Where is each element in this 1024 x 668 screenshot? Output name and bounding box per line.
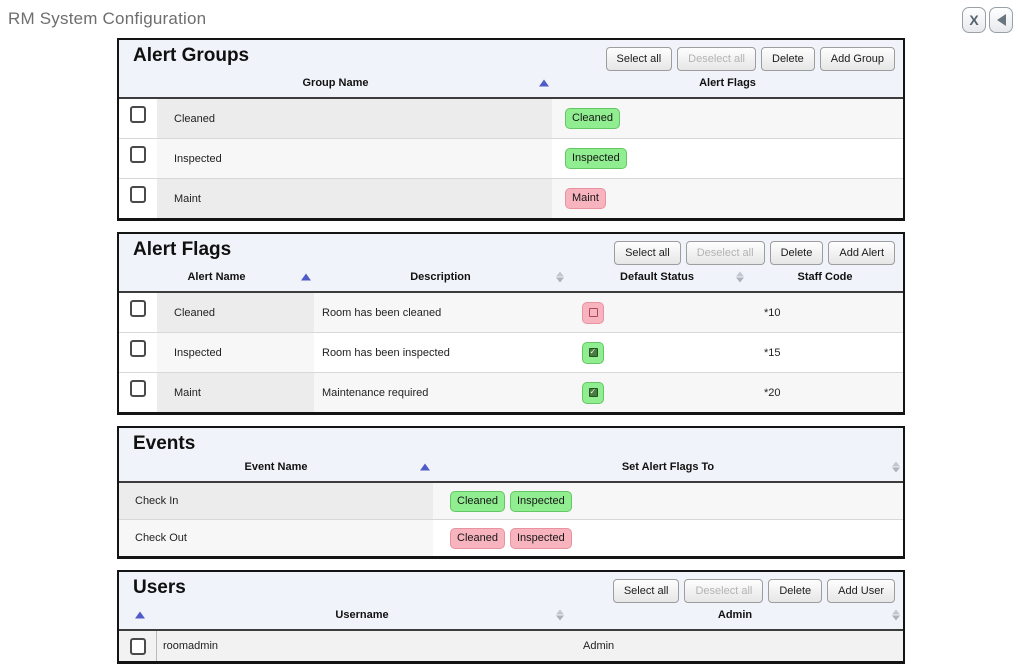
flag-badge: Inspected — [509, 490, 572, 512]
back-button[interactable] — [989, 7, 1013, 33]
sort-ascending-icon — [135, 611, 145, 619]
sort-icon — [556, 271, 564, 283]
alert-groups-title: Alert Groups — [133, 45, 250, 66]
flag-badge: Inspected — [565, 148, 627, 169]
description-cell: Room has been cleaned — [322, 306, 442, 319]
alert-name-cell: Inspected — [157, 333, 314, 372]
row-checkbox[interactable] — [130, 106, 146, 123]
alert-groups-delete-button[interactable]: Delete — [761, 47, 815, 71]
column-header-set-alert-flags-to[interactable]: Set Alert Flags To — [433, 461, 903, 473]
group-name-cell: Inspected — [157, 139, 552, 178]
alert-flags-deselect-all-button[interactable]: Deselect all — [685, 241, 765, 265]
staff-code-cell: *10 — [764, 306, 781, 319]
alert-flags-add-button[interactable]: Add Alert — [828, 241, 895, 265]
back-arrow-icon — [996, 14, 1006, 26]
alert-flags-header: Alert Flags Select all Deselect all Dele… — [119, 234, 903, 293]
users-delete-button[interactable]: Delete — [768, 579, 823, 603]
alert-groups-header: Alert Groups Select all Deselect all Del… — [119, 40, 903, 99]
users-deselect-all-button[interactable]: Deselect all — [684, 579, 764, 603]
flag-badge: Cleaned — [450, 490, 505, 512]
row-checkbox[interactable] — [130, 300, 146, 317]
close-icon: X — [969, 12, 979, 28]
table-row: Inspected Inspected — [119, 138, 903, 178]
events-panel: Events Event Name Set Alert Flags To Che… — [117, 426, 905, 559]
event-name-cell: Check Out — [119, 520, 433, 556]
alert-name-cell: Cleaned — [157, 293, 314, 332]
users-add-button[interactable]: Add User — [827, 579, 895, 603]
sort-icon — [892, 461, 900, 473]
table-row: Inspected Room has been inspected *15 — [119, 332, 903, 372]
column-header-staff-code[interactable]: Staff Code — [797, 271, 853, 283]
row-checkbox[interactable] — [130, 380, 146, 397]
column-header-admin[interactable]: Admin — [567, 609, 903, 621]
row-checkbox[interactable] — [130, 146, 146, 163]
table-row: Check Out Cleaned Inspected — [119, 519, 903, 556]
flag-badge: Maint — [565, 188, 606, 209]
panels-container: Alert Groups Select all Deselect all Del… — [117, 38, 905, 664]
checked-checkbox-icon — [588, 347, 598, 357]
column-header-group-name[interactable]: Group Name — [119, 77, 552, 89]
table-row: Check In Cleaned Inspected — [119, 483, 903, 519]
column-header-alert-name[interactable]: Alert Name — [119, 271, 314, 283]
column-header-username[interactable]: Username — [157, 609, 567, 621]
events-header: Events Event Name Set Alert Flags To — [119, 428, 903, 483]
description-cell: Room has been inspected — [322, 346, 450, 359]
alert-flags-panel: Alert Flags Select all Deselect all Dele… — [117, 232, 905, 415]
column-header-default-status[interactable]: Default Status — [567, 271, 747, 283]
sort-ascending-icon — [539, 79, 549, 87]
table-row: Cleaned Cleaned — [119, 99, 903, 138]
alert-groups-add-button[interactable]: Add Group — [819, 47, 895, 71]
group-name-cell: Cleaned — [157, 99, 552, 138]
row-checkbox[interactable] — [130, 340, 146, 357]
users-panel: Users Select all Deselect all Delete Add… — [117, 570, 905, 664]
event-name-cell: Check In — [119, 483, 433, 519]
alert-flags-select-all-button[interactable]: Select all — [614, 241, 681, 265]
alert-flags-title: Alert Flags — [133, 239, 232, 260]
sort-icon — [556, 609, 564, 621]
admin-cell: Admin — [583, 640, 615, 652]
default-status-badge — [582, 341, 604, 364]
sort-icon — [892, 609, 900, 621]
users-header: Users Select all Deselect all Delete Add… — [119, 572, 903, 631]
sort-ascending-icon — [420, 463, 430, 471]
users-table: roomadmin Admin — [119, 631, 903, 661]
description-cell: Maintenance required — [322, 386, 429, 399]
alert-name-cell: Maint — [157, 373, 314, 412]
table-row: Maint Maintenance required *20 — [119, 372, 903, 412]
default-status-badge — [582, 381, 604, 404]
group-name-cell: Maint — [157, 179, 552, 218]
username-cell: roomadmin — [157, 631, 567, 661]
alert-groups-deselect-all-button[interactable]: Deselect all — [677, 47, 756, 71]
alert-flags-delete-button[interactable]: Delete — [769, 241, 824, 265]
staff-code-cell: *15 — [764, 346, 781, 359]
table-row: Maint Maint — [119, 178, 903, 218]
default-status-badge — [582, 301, 604, 324]
staff-code-cell: *20 — [764, 386, 781, 399]
column-header-event-name[interactable]: Event Name — [119, 461, 433, 473]
unchecked-checkbox-icon — [588, 308, 598, 317]
alert-flags-table: Cleaned Room has been cleaned *10 Inspec… — [119, 293, 903, 412]
row-checkbox[interactable] — [130, 186, 146, 203]
flag-badge: Cleaned — [450, 527, 505, 549]
close-button[interactable]: X — [962, 7, 986, 33]
sort-ascending-icon — [301, 273, 311, 281]
users-select-all-button[interactable]: Select all — [612, 579, 680, 603]
page-title: RM System Configuration — [8, 9, 207, 28]
events-table: Check In Cleaned Inspected Check Out Cle… — [119, 483, 903, 556]
table-row: roomadmin Admin — [119, 631, 903, 661]
table-row: Cleaned Room has been cleaned *10 — [119, 293, 903, 332]
events-title: Events — [133, 433, 196, 454]
checked-checkbox-icon — [588, 387, 598, 397]
alert-groups-select-all-button[interactable]: Select all — [605, 47, 673, 71]
flag-badge: Inspected — [509, 527, 572, 549]
sort-icon — [736, 271, 744, 283]
row-checkbox[interactable] — [129, 637, 146, 655]
alert-groups-table: Cleaned Cleaned Inspected Inspected Main… — [119, 99, 903, 218]
flag-badge: Cleaned — [565, 108, 620, 129]
users-title: Users — [133, 577, 186, 598]
column-header-description[interactable]: Description — [314, 271, 567, 283]
column-header-alert-flags[interactable]: Alert Flags — [699, 77, 756, 89]
alert-groups-panel: Alert Groups Select all Deselect all Del… — [117, 38, 905, 221]
